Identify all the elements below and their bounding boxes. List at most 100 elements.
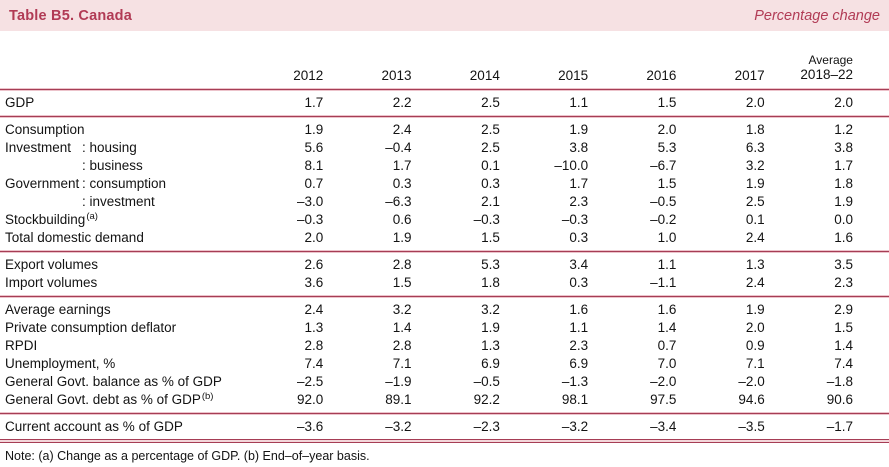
value-cell: 1.3 [745, 257, 765, 272]
value-cell: –3.0 [297, 194, 324, 209]
table-section: Current account as % of GDP –3.6 –3.2 –2.3 –… [0, 415, 889, 439]
value-cell: 1.4 [392, 320, 412, 335]
row-label-text: Unemployment, % [5, 356, 116, 371]
value-cell: 1.6 [569, 302, 589, 317]
value-cell: 1.5 [481, 230, 500, 245]
value-cell: –1.9 [385, 374, 412, 389]
table-row: Total domestic demand 2.0 1.9 1.5 0.3 1.0 2.4 1… [0, 229, 889, 247]
value-cell: 1.9 [745, 176, 765, 191]
value-cell: 1.9 [304, 122, 324, 137]
value-cell: 92.0 [297, 392, 324, 407]
row-label-text: Import volumes [5, 275, 98, 290]
table-row: : investment –3.0 –6.3 2.1 2.3 –0.5 2.5 1.9 [0, 193, 889, 211]
average-label: Average [808, 52, 853, 67]
value-cell: 1.7 [569, 176, 589, 191]
value-cell: 8.1 [304, 158, 324, 173]
average-column-header: Average 2018–22 [765, 52, 853, 83]
section-rule [0, 295, 889, 298]
table-row: General Govt. debt as % of GDP (b) 92.0 89.… [0, 391, 889, 409]
value-cell: 2.4 [745, 275, 765, 290]
average-years-label: 2018–22 [800, 67, 853, 83]
section-rule [0, 115, 889, 118]
row-label-text: Export volumes [5, 257, 99, 272]
value-cell: 1.1 [569, 95, 589, 110]
row-label-text: Private consumption deflator [5, 320, 177, 335]
value-cell: 3.2 [392, 302, 412, 317]
value-cell: 2.8 [392, 257, 412, 272]
row-label: Investment : housing [5, 139, 235, 157]
value-cell: 2.0 [834, 95, 853, 110]
value-cell: 1.7 [304, 95, 324, 110]
row-label-group [5, 157, 82, 175]
value-cell: 3.2 [481, 302, 500, 317]
value-cell: 2.0 [657, 122, 677, 137]
table-row: Unemployment, % 7.4 7.1 6.9 6.9 7.0 7.1 7.4 [0, 355, 889, 373]
value-cell: 94.6 [738, 392, 765, 407]
value-cell: 2.4 [304, 302, 324, 317]
year-column-header-2014: 2014 [469, 68, 500, 83]
percentage-change-label: Percentage change [754, 7, 880, 24]
value-cell: 2.5 [745, 194, 765, 209]
value-cell: 7.1 [745, 356, 765, 371]
value-cell: 1.5 [392, 275, 412, 290]
value-cell: 2.5 [481, 95, 500, 110]
value-cell: 7.4 [304, 356, 324, 371]
value-cell: 2.3 [569, 338, 589, 353]
year-column-header-2016: 2016 [646, 68, 677, 83]
table-row: Current account as % of GDP –3.6 –3.2 –2.3 –… [0, 418, 889, 436]
row-label-sub: : housing [82, 140, 137, 155]
value-cell: 1.2 [834, 122, 853, 137]
value-cell: 3.4 [569, 257, 589, 272]
value-cell: 3.8 [834, 140, 853, 155]
value-cell: 1.3 [304, 320, 324, 335]
row-label: Average earnings [5, 301, 235, 319]
value-cell: 92.2 [473, 392, 500, 407]
value-cell: –1.3 [561, 374, 589, 389]
table-row: Investment: housing 5.6 –0.4 2.5 3.8 5.3 6.3 3.… [0, 139, 889, 157]
value-cell: 7.4 [834, 356, 853, 371]
row-label: Export volumes [5, 256, 235, 274]
value-cell: –3.5 [738, 419, 765, 434]
value-cell: –2.0 [650, 374, 677, 389]
value-cell: 5.3 [481, 257, 500, 272]
row-label-text: Stockbuilding [5, 212, 86, 227]
header-rule [0, 88, 889, 91]
value-cell: 1.5 [657, 176, 677, 191]
row-label-group: Government [5, 176, 80, 191]
value-cell: 3.2 [745, 158, 765, 173]
row-label: Stockbuilding (a) [5, 211, 235, 229]
value-cell: 1.1 [569, 320, 589, 335]
table-row: GDP 1.7 2.2 2.5 1.1 1.5 2.0 2.0 [0, 94, 889, 112]
value-cell: 1.5 [834, 320, 853, 335]
section-rule [0, 439, 889, 443]
value-cell: –0.3 [297, 212, 324, 227]
value-cell: 3.6 [304, 275, 324, 290]
value-cell: –0.2 [650, 212, 677, 227]
row-label-text: Consumption [5, 122, 85, 137]
value-cell: –0.3 [473, 212, 500, 227]
table-title-bar: Table B5. Canada Percentage change [0, 0, 889, 31]
table-row: Import volumes 3.6 1.5 1.8 0.3 –1.1 2.4 2.3 [0, 274, 889, 292]
value-cell: –1.8 [826, 374, 853, 389]
value-cell: 1.6 [834, 230, 853, 245]
row-label-text: General Govt. debt as % of GDP [5, 392, 201, 407]
value-cell: 7.0 [657, 356, 677, 371]
value-cell: 5.3 [657, 140, 677, 155]
row-label: GDP [5, 94, 235, 112]
table-section: GDP 1.7 2.2 2.5 1.1 1.5 2.0 2.0 [0, 91, 889, 115]
row-label-text: General Govt. balance as % of GDP [5, 374, 222, 389]
value-cell: 0.9 [745, 338, 765, 353]
value-cell: 1.6 [657, 302, 677, 317]
row-label: : business [5, 157, 235, 175]
value-cell: 0.3 [569, 230, 589, 245]
value-cell: 1.9 [481, 320, 500, 335]
value-cell: 90.6 [826, 392, 853, 407]
value-cell: 2.2 [392, 95, 412, 110]
value-cell: 2.5 [481, 122, 500, 137]
value-cell: 1.9 [392, 230, 412, 245]
row-label-group: Investment [5, 140, 72, 155]
value-cell: 2.0 [745, 95, 765, 110]
table-row: Government: consumption 0.7 0.3 0.3 1.7 1.5 1.… [0, 175, 889, 193]
row-label-text: RPDI [5, 338, 38, 353]
year-column-header-2013: 2013 [381, 68, 412, 83]
